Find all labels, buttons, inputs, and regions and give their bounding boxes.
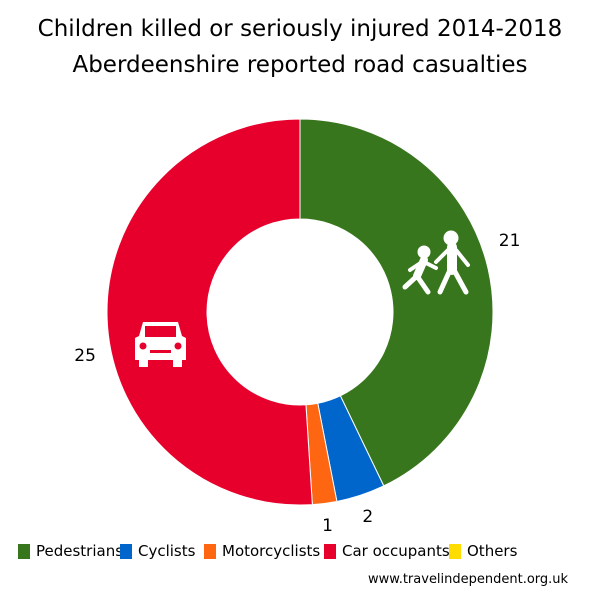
legend-item-pedestrians: Pedestrians [18, 542, 123, 560]
chart-title: Children killed or seriously injured 201… [37, 16, 563, 42]
chart-subtitle: Aberdeenshire reported road casualties [72, 52, 528, 78]
legend-item-cyclists: Cyclists [120, 542, 195, 560]
legend-label: Others [467, 542, 518, 560]
legend-label: Cyclists [138, 542, 196, 560]
legend-swatch [449, 543, 461, 559]
legend-label: Pedestrians [36, 542, 124, 560]
legend-item-car-occupants: Car occupants [324, 542, 450, 560]
legend-label: Car occupants [342, 542, 450, 560]
donut-slice-pedestrians [299, 118, 494, 487]
legend: Pedestrians Cyclists Motorcyclists Car o… [0, 542, 600, 562]
legend-swatch [18, 543, 30, 559]
legend-item-motorcyclists: Motorcyclists [204, 542, 320, 560]
children-crossing-icon [402, 230, 470, 295]
legend-swatch [120, 543, 132, 559]
source-url: www.travelindependent.org.uk [368, 572, 569, 587]
legend-swatch [204, 543, 216, 559]
data-label: 25 [74, 346, 96, 366]
data-label: 2 [362, 507, 373, 527]
donut-slice-car-occupants [106, 118, 313, 506]
legend-label: Motorcyclists [222, 542, 321, 560]
data-label: 1 [322, 516, 333, 536]
data-label: 21 [499, 231, 521, 251]
legend-item-others: Others [449, 542, 517, 560]
legend-swatch [324, 543, 336, 559]
car-icon [135, 322, 186, 367]
